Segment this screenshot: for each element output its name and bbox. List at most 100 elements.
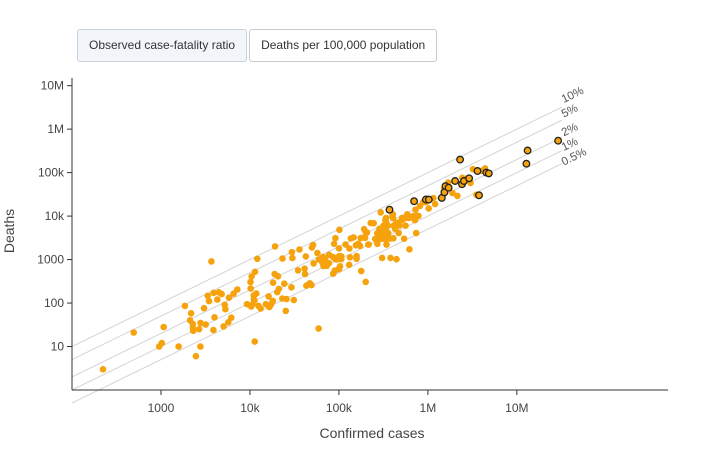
- data-point[interactable]: [251, 297, 258, 305]
- data-point[interactable]: [282, 307, 290, 315]
- data-point[interactable]: [197, 319, 204, 327]
- highlighted-data-point[interactable]: [456, 155, 465, 164]
- data-point[interactable]: [210, 289, 217, 297]
- data-point[interactable]: [197, 343, 204, 350]
- data-point[interactable]: [202, 321, 209, 328]
- data-point[interactable]: [281, 280, 288, 288]
- data-point[interactable]: [204, 292, 211, 300]
- data-point[interactable]: [384, 229, 392, 237]
- data-point[interactable]: [288, 284, 295, 291]
- data-point[interactable]: [234, 286, 241, 293]
- data-point[interactable]: [384, 222, 392, 229]
- data-point[interactable]: [301, 265, 308, 273]
- data-point[interactable]: [310, 260, 317, 267]
- data-point[interactable]: [192, 352, 200, 360]
- data-point[interactable]: [346, 253, 354, 261]
- highlighted-data-point[interactable]: [523, 146, 532, 155]
- data-point[interactable]: [357, 267, 365, 275]
- data-point[interactable]: [406, 246, 413, 253]
- data-point[interactable]: [269, 279, 277, 287]
- data-point[interactable]: [251, 268, 259, 276]
- data-point[interactable]: [363, 229, 371, 236]
- data-point[interactable]: [389, 214, 397, 222]
- data-point[interactable]: [222, 305, 229, 313]
- data-point[interactable]: [302, 253, 310, 260]
- data-point[interactable]: [252, 290, 260, 297]
- data-point[interactable]: [374, 240, 381, 248]
- data-point[interactable]: [214, 296, 221, 303]
- data-point[interactable]: [290, 296, 298, 304]
- highlighted-data-point[interactable]: [473, 167, 482, 175]
- data-point[interactable]: [265, 293, 272, 300]
- data-point[interactable]: [336, 226, 343, 234]
- data-point[interactable]: [370, 219, 378, 227]
- highlighted-data-point[interactable]: [444, 183, 453, 192]
- data-point[interactable]: [393, 255, 400, 263]
- data-point[interactable]: [314, 249, 321, 257]
- data-point[interactable]: [361, 234, 369, 242]
- data-point[interactable]: [200, 304, 208, 312]
- data-point[interactable]: [99, 366, 107, 373]
- data-point[interactable]: [345, 261, 353, 269]
- data-point[interactable]: [378, 254, 386, 262]
- highlighted-data-point[interactable]: [484, 169, 493, 178]
- data-point[interactable]: [205, 297, 213, 305]
- data-point[interactable]: [425, 205, 433, 212]
- data-point[interactable]: [350, 234, 357, 241]
- data-point[interactable]: [294, 267, 302, 274]
- data-point[interactable]: [346, 245, 353, 252]
- data-point[interactable]: [220, 323, 227, 330]
- data-point[interactable]: [160, 323, 167, 331]
- data-point[interactable]: [225, 294, 233, 302]
- data-point[interactable]: [309, 241, 317, 249]
- data-point[interactable]: [175, 343, 182, 350]
- data-point[interactable]: [454, 192, 461, 200]
- data-point[interactable]: [431, 200, 439, 208]
- highlighted-data-point[interactable]: [554, 136, 563, 145]
- data-point[interactable]: [279, 255, 286, 262]
- highlighted-data-point[interactable]: [424, 195, 433, 204]
- highlighted-data-point[interactable]: [522, 159, 531, 168]
- data-point[interactable]: [330, 240, 338, 248]
- data-point[interactable]: [402, 222, 409, 229]
- data-point[interactable]: [390, 235, 397, 242]
- data-point[interactable]: [365, 241, 373, 248]
- data-point[interactable]: [382, 214, 390, 222]
- data-point[interactable]: [275, 285, 283, 293]
- data-point[interactable]: [400, 235, 408, 242]
- data-point[interactable]: [274, 273, 282, 280]
- data-point[interactable]: [377, 209, 385, 216]
- data-point[interactable]: [353, 255, 360, 263]
- data-point[interactable]: [325, 259, 333, 267]
- data-point[interactable]: [383, 241, 390, 248]
- data-point[interactable]: [412, 206, 419, 213]
- tab-observed-case-fatality-ratio[interactable]: Observed case-fatality ratio: [77, 29, 248, 62]
- data-point[interactable]: [247, 278, 254, 286]
- data-point[interactable]: [210, 326, 217, 334]
- data-point[interactable]: [338, 255, 345, 263]
- data-point[interactable]: [412, 229, 420, 237]
- data-point[interactable]: [362, 278, 370, 286]
- data-point[interactable]: [356, 242, 364, 250]
- data-point[interactable]: [395, 229, 403, 237]
- data-point[interactable]: [218, 290, 225, 298]
- data-point[interactable]: [332, 234, 339, 242]
- highlighted-data-point[interactable]: [451, 177, 460, 185]
- highlighted-data-point[interactable]: [410, 197, 419, 206]
- data-point[interactable]: [208, 258, 215, 265]
- data-point[interactable]: [395, 222, 403, 229]
- data-point[interactable]: [257, 305, 264, 312]
- data-point[interactable]: [283, 295, 290, 303]
- data-point[interactable]: [315, 325, 322, 332]
- data-point[interactable]: [296, 246, 303, 253]
- data-point[interactable]: [288, 248, 296, 256]
- data-point[interactable]: [251, 338, 258, 345]
- data-point[interactable]: [228, 314, 235, 322]
- tab-deaths-per-100000-population[interactable]: Deaths per 100,000 population: [249, 29, 438, 62]
- data-point[interactable]: [195, 325, 203, 333]
- data-point[interactable]: [415, 212, 422, 220]
- data-point[interactable]: [269, 297, 277, 305]
- data-point[interactable]: [449, 189, 456, 197]
- data-point[interactable]: [336, 263, 344, 270]
- data-point[interactable]: [301, 270, 309, 278]
